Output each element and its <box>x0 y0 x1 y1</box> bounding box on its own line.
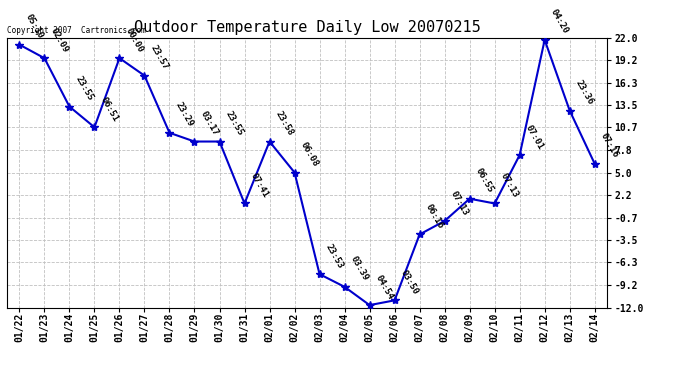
Text: 06:55: 06:55 <box>474 167 495 195</box>
Text: 03:17: 03:17 <box>199 110 220 137</box>
Text: 06:16: 06:16 <box>424 202 445 230</box>
Text: 07:01: 07:01 <box>524 123 545 151</box>
Text: 02:09: 02:09 <box>48 26 70 54</box>
Text: 04:20: 04:20 <box>549 8 570 36</box>
Text: 06:51: 06:51 <box>99 95 120 123</box>
Text: 07:41: 07:41 <box>248 171 270 199</box>
Text: 23:55: 23:55 <box>224 110 245 137</box>
Text: 00:00: 00:00 <box>124 26 145 54</box>
Text: 05:10: 05:10 <box>23 13 45 40</box>
Text: 23:29: 23:29 <box>174 101 195 129</box>
Text: 23:57: 23:57 <box>148 44 170 72</box>
Text: 23:53: 23:53 <box>324 242 345 270</box>
Text: 23:36: 23:36 <box>574 79 595 106</box>
Text: 06:08: 06:08 <box>299 141 320 168</box>
Text: 04:54: 04:54 <box>374 273 395 301</box>
Text: 07:13: 07:13 <box>448 189 470 217</box>
Text: 23:58: 23:58 <box>274 110 295 137</box>
Text: 07:16: 07:16 <box>599 132 620 160</box>
Text: 03:50: 03:50 <box>399 268 420 296</box>
Text: Copyright 2007  Cartronics.com: Copyright 2007 Cartronics.com <box>7 26 146 35</box>
Title: Outdoor Temperature Daily Low 20070215: Outdoor Temperature Daily Low 20070215 <box>134 20 480 35</box>
Text: 07:13: 07:13 <box>499 171 520 199</box>
Text: 23:55: 23:55 <box>74 75 95 102</box>
Text: 03:39: 03:39 <box>348 255 370 283</box>
